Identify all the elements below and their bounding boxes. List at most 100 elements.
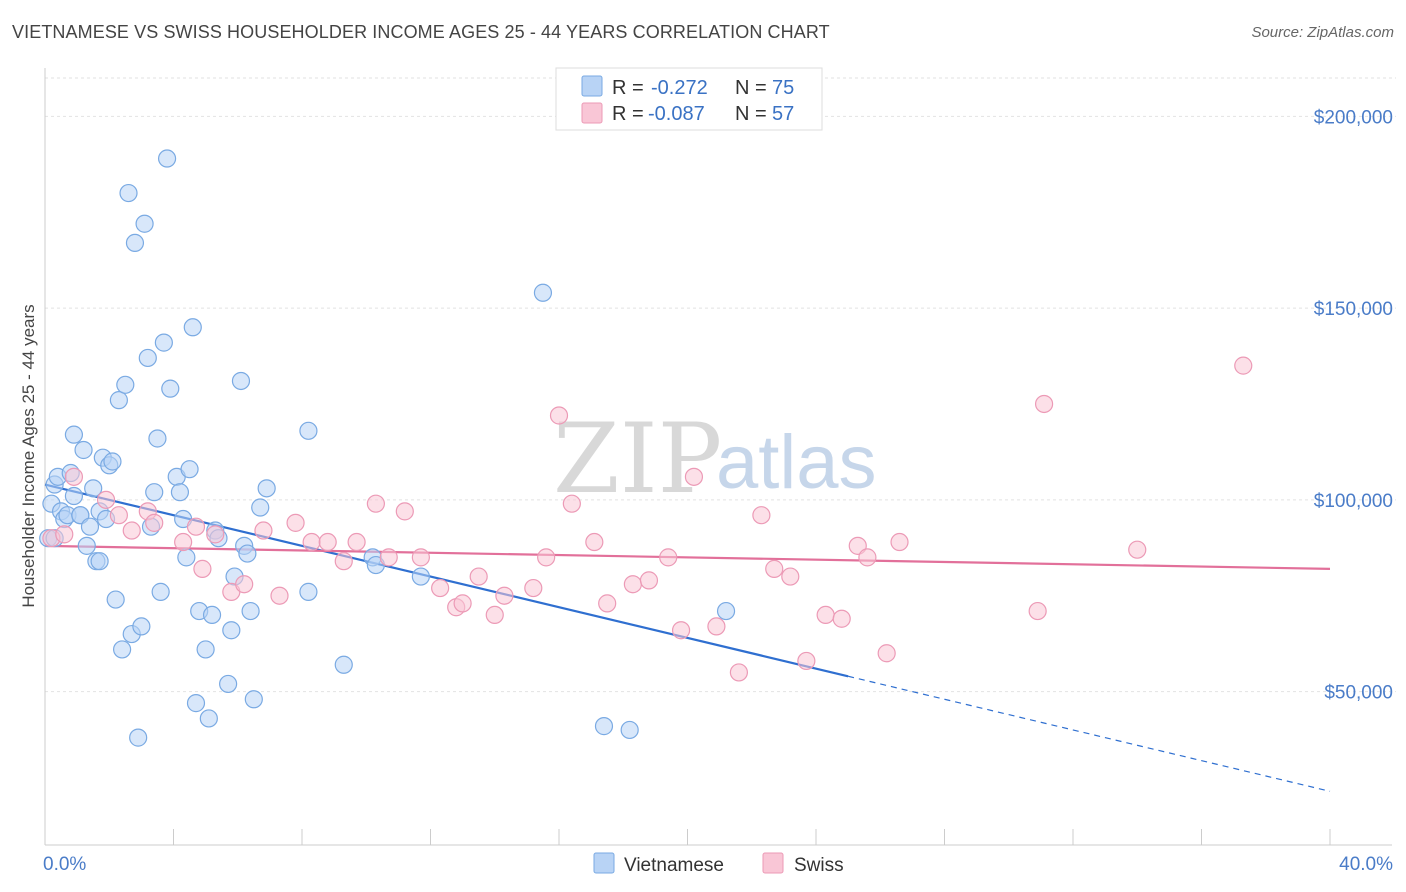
y-tick-label: $200,000 [1314,107,1393,128]
point-swiss [684,467,704,486]
point-vietnamese [109,391,128,410]
point-swiss [395,502,414,521]
point-swiss [286,513,305,532]
point-vietnamese [222,621,241,640]
x-tick-label-min: 0.0% [43,854,86,875]
point-vietnamese [112,640,132,659]
point-swiss [469,567,488,586]
point-vietnamese [594,717,614,736]
bottom-legend: Vietnamese Swiss [593,852,844,876]
legend-r-value-vietnamese: -0.272 [651,77,708,99]
point-vietnamese [161,379,180,398]
point-swiss [537,548,556,567]
point-vietnamese [138,348,157,368]
point-swiss [707,617,726,636]
point-swiss [639,571,659,590]
chart-title: VIETNAMESE VS SWISS HOUSEHOLDER INCOME A… [12,22,830,42]
source-credit: Source: ZipAtlas.com [1251,24,1394,41]
point-swiss [174,532,193,552]
point-swiss [495,586,514,605]
point-swiss [411,548,430,567]
point-swiss [1234,356,1253,375]
point-swiss [379,548,398,567]
bottom-legend-swatch-vietnamese [593,852,615,874]
point-vietnamese [170,483,190,502]
point-vietnamese [64,486,84,506]
point-swiss [1128,540,1147,559]
point-swiss [55,525,74,544]
bottom-legend-label-vietnamese: Vietnamese [624,855,724,876]
y-tick-label: $100,000 [1314,491,1393,512]
point-swiss [109,506,128,525]
point-vietnamese [186,694,206,713]
point-vietnamese [106,590,125,609]
legend-n-label-vietnamese: N = [735,77,767,99]
point-vietnamese [116,375,135,394]
point-swiss [347,532,366,552]
point-swiss [254,521,273,540]
point-swiss [485,605,504,625]
point-vietnamese [157,149,177,168]
trend-lines [44,483,1331,792]
axes [44,68,1392,846]
point-vietnamese [299,421,318,440]
y-axis-label: Householder Income Ages 25 - 44 years [19,304,38,607]
point-swiss [193,559,212,578]
point-swiss [832,609,851,628]
point-vietnamese [135,214,154,233]
point-swiss [145,513,164,532]
point-swiss [729,663,749,682]
point-vietnamese [251,498,270,517]
point-vietnamese [411,567,430,586]
point-swiss [752,506,771,525]
point-vietnamese [151,582,170,601]
point-vietnamese [180,460,199,479]
trend-line-vietnamese-extension [847,675,1331,792]
point-swiss [235,575,254,594]
legend-r-label-vietnamese: R = [612,77,644,99]
point-swiss [64,467,84,486]
point-swiss [302,532,321,552]
point-swiss [816,605,835,625]
legend-swatch-swiss [581,102,603,124]
point-swiss [562,494,581,513]
point-vietnamese [125,233,145,253]
legend-box: R = -0.272 N = 75 R = -0.087 N = 57 [555,67,823,131]
point-vietnamese [64,425,84,444]
point-vietnamese [177,548,196,567]
watermark-zip: ZIP [553,403,722,515]
legend-n-label-swiss: N = [735,103,767,125]
legend-r-value-swiss: -0.087 [648,103,705,125]
point-vietnamese [196,640,215,659]
point-vietnamese [241,601,260,621]
point-vietnamese [620,720,639,740]
point-vietnamese [119,183,138,203]
point-swiss [186,517,206,536]
point-swiss [890,532,909,552]
point-swiss [524,578,543,598]
point-swiss [781,567,800,586]
point-vietnamese [244,690,263,709]
point-swiss [598,594,617,613]
watermark-atlas: atlas [716,420,877,505]
bottom-legend-label-swiss: Swiss [794,855,844,876]
y-tick-labels: $50,000 $100,000 $150,000 $200,000 [1314,107,1393,703]
point-vietnamese [238,544,257,563]
point-swiss [206,525,225,544]
point-swiss [765,559,784,578]
point-swiss [453,594,472,613]
point-swiss [1028,601,1047,621]
legend-n-value-vietnamese: 75 [772,77,794,99]
point-swiss [877,644,896,663]
legend-n-value-swiss: 57 [772,103,794,125]
point-vietnamese [103,452,122,471]
point-vietnamese [129,728,148,747]
point-vietnamese [257,479,276,498]
point-vietnamese [148,429,167,448]
point-vietnamese [145,483,164,502]
point-swiss [270,586,289,605]
point-vietnamese [74,440,93,460]
point-swiss [623,575,642,594]
point-swiss [585,532,604,552]
